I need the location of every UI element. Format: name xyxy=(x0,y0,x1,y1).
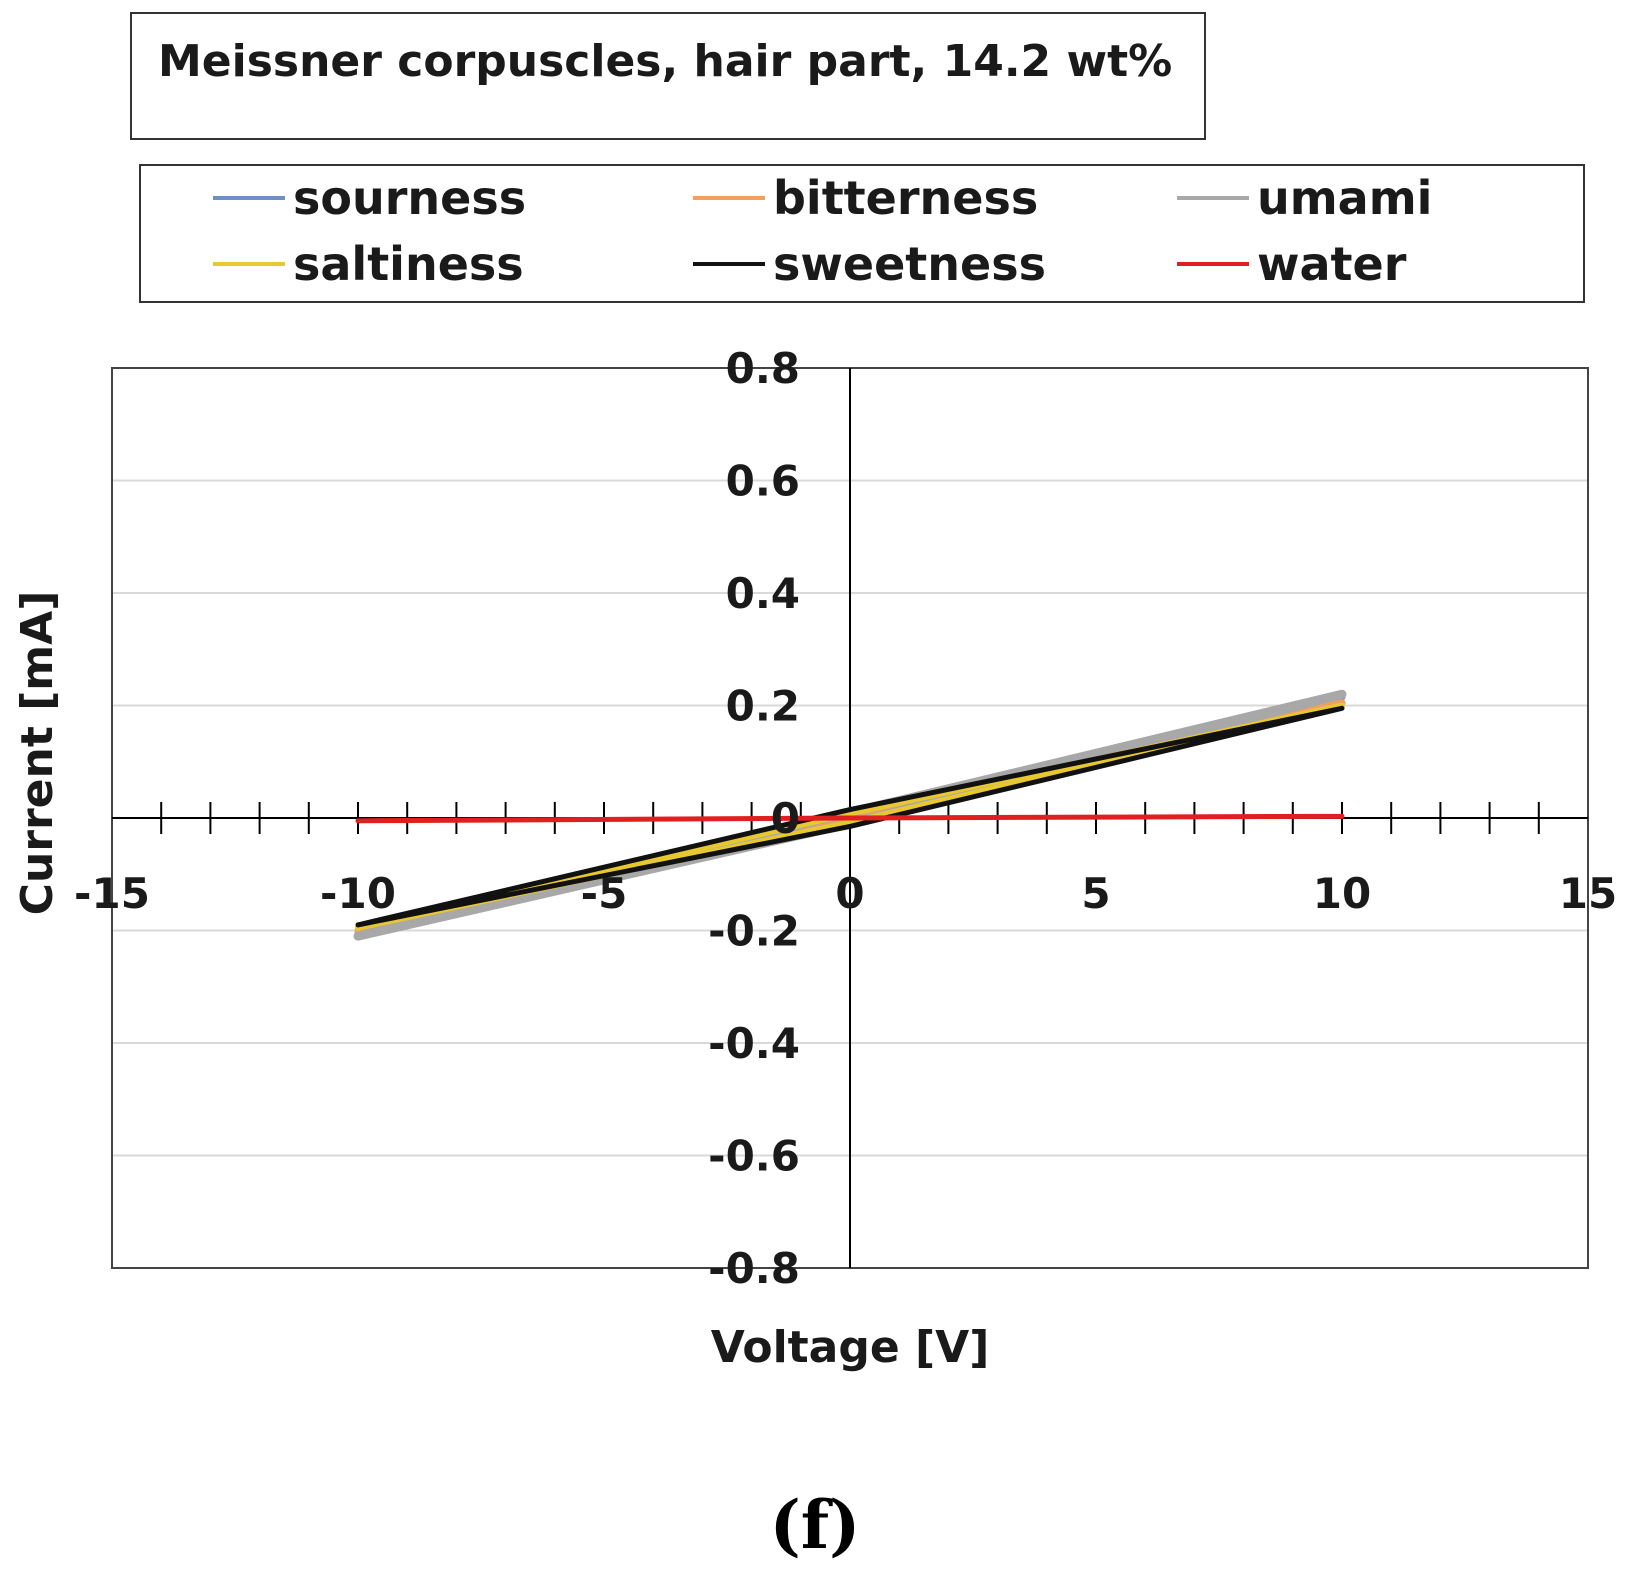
iv-plot: 0.8 0.6 0.4 0.2 0 -0.2 -0.4 -0.6 -0.8 -15 -10 -5 0 5 1… xyxy=(12,344,1617,1373)
x-tick-label-10: 10 xyxy=(1313,869,1371,918)
legend-item-water: water xyxy=(1177,232,1406,296)
x-tick-label-5: 5 xyxy=(1081,869,1110,918)
y-tick-label--0.8: -0.8 xyxy=(708,1244,800,1293)
legend-label-bitterness: bitterness xyxy=(773,171,1039,225)
legend-swatch-sourness xyxy=(213,196,285,200)
y-tick-label-0.8: 0.8 xyxy=(726,344,800,393)
chart-title-box: Meissner corpuscles, hair part, 14.2 wt% xyxy=(130,12,1206,140)
data-series xyxy=(353,689,1347,941)
legend-label-sweetness: sweetness xyxy=(773,237,1046,291)
legend-label-umami: umami xyxy=(1257,171,1433,225)
legend-item-saltiness: saltiness xyxy=(213,232,524,296)
legend-swatch-water xyxy=(1177,262,1249,266)
legend: sourness bitterness umami saltiness swee… xyxy=(139,164,1585,303)
series-line-water xyxy=(355,813,1345,824)
legend-item-bitterness: bitterness xyxy=(693,166,1038,230)
series-line-sweetness xyxy=(355,705,1345,928)
y-tick-label-0.6: 0.6 xyxy=(726,457,800,506)
y-tick-label-0: 0 xyxy=(771,794,800,843)
legend-swatch-sweetness xyxy=(693,262,765,266)
y-tick-label--0.4: -0.4 xyxy=(708,1019,800,1068)
x-tick-label--10: -10 xyxy=(320,869,396,918)
legend-label-water: water xyxy=(1257,237,1407,291)
y-tick-label-0.4: 0.4 xyxy=(726,569,800,618)
legend-swatch-umami xyxy=(1177,196,1249,200)
panel-label: (f) xyxy=(769,1486,861,1564)
legend-item-sourness: sourness xyxy=(213,166,526,230)
x-tick-label--5: -5 xyxy=(581,869,628,918)
legend-item-sweetness: sweetness xyxy=(693,232,1046,296)
x-tick-label-0: 0 xyxy=(835,869,864,918)
legend-label-saltiness: saltiness xyxy=(293,237,524,291)
x-tick-label-15: 15 xyxy=(1559,869,1617,918)
x-tick-label--15: -15 xyxy=(74,869,150,918)
tick-labels: 0.8 0.6 0.4 0.2 0 -0.2 -0.4 -0.6 -0.8 -15 -10 -5 0 5 1… xyxy=(74,344,1617,1293)
legend-item-umami: umami xyxy=(1177,166,1432,230)
legend-swatch-saltiness xyxy=(213,262,285,266)
y-axis-title: Current [mA] xyxy=(12,591,63,916)
y-tick-label--0.6: -0.6 xyxy=(708,1132,800,1181)
chart-title: Meissner corpuscles, hair part, 14.2 wt% xyxy=(158,36,1173,87)
legend-label-sourness: sourness xyxy=(293,171,527,225)
x-axis-title: Voltage [V] xyxy=(711,1322,990,1373)
y-tick-label-0.2: 0.2 xyxy=(726,682,800,731)
legend-swatch-bitterness xyxy=(693,196,765,200)
y-tick-label--0.2: -0.2 xyxy=(708,907,800,956)
